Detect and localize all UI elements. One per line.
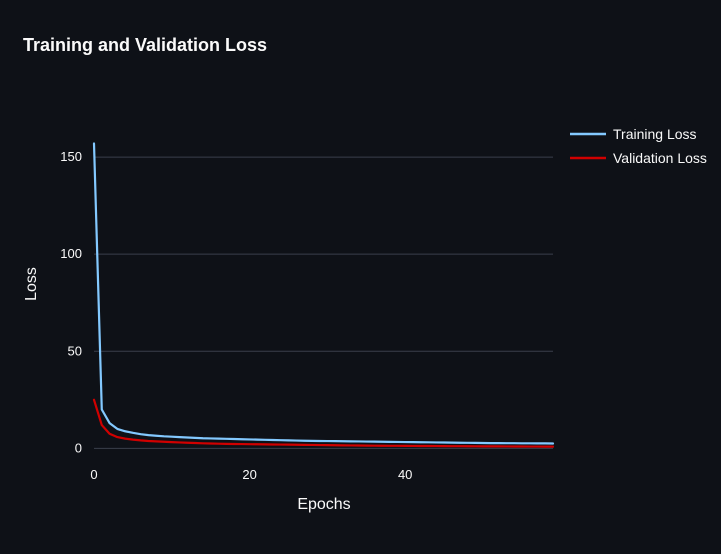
y-tick-label: 0	[75, 440, 82, 455]
x-axis-title: Epochs	[297, 496, 350, 513]
series-line-0[interactable]	[92, 142, 555, 445]
x-tick-label: 40	[398, 467, 412, 482]
gridlines	[94, 156, 553, 449]
legend-label[interactable]: Training Loss	[613, 126, 697, 142]
x-tick-label: 20	[242, 467, 256, 482]
series-lines[interactable]	[92, 142, 555, 448]
y-tick-label: 100	[60, 246, 82, 261]
y-axis-title: Loss	[23, 267, 40, 301]
series-line-1[interactable]	[92, 398, 555, 448]
legend-label[interactable]: Validation Loss	[613, 150, 707, 166]
y-tick-label: 150	[60, 149, 82, 164]
x-tick-label: 0	[90, 467, 97, 482]
legend[interactable]: Training Loss Validation Loss	[570, 126, 707, 166]
y-tick-label: 50	[68, 343, 82, 358]
chart-title: Training and Validation Loss	[23, 35, 268, 55]
tick-labels: 0 50 100 150 0 20 40	[60, 149, 412, 482]
